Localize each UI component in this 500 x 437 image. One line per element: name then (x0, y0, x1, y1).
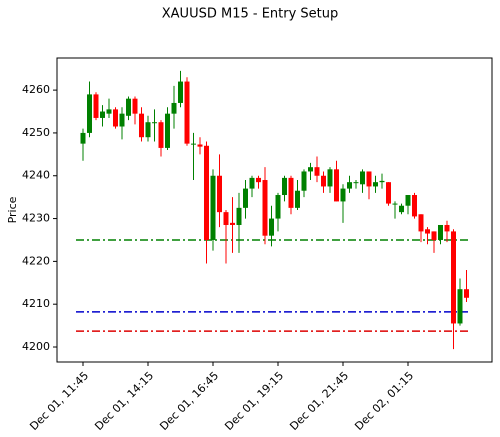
candle-body (340, 188, 346, 202)
chart-title: XAUUSD M15 - Entry Setup (162, 7, 339, 22)
candle-body (236, 207, 242, 225)
candle-body (165, 113, 170, 148)
candle-body (171, 102, 177, 114)
x-tick-label: Dec 02, 01:15 (352, 369, 416, 433)
candle-body (308, 167, 313, 172)
candle-body (327, 169, 333, 187)
y-axis-label: Price (6, 196, 19, 223)
candle-body (184, 81, 190, 144)
candle-body (139, 113, 144, 138)
candle-body (210, 175, 216, 240)
y-tick-label: 4260 (22, 83, 50, 96)
candle-body (314, 167, 320, 176)
candle-body (256, 177, 261, 183)
candle-body (87, 94, 92, 133)
candle-body (223, 212, 229, 225)
candle-body (301, 171, 307, 191)
y-tick-label: 4250 (22, 126, 50, 139)
y-tick-label: 4220 (22, 254, 50, 267)
candle-body (347, 182, 352, 189)
x-tick-label: Dec 01, 21:45 (287, 369, 351, 433)
candle-body (321, 175, 326, 187)
candle-body (353, 182, 359, 184)
plot-frame (56, 57, 493, 363)
candle-body (412, 195, 417, 217)
candle-body (282, 177, 287, 196)
candle-body (438, 224, 443, 240)
candle-body (288, 177, 294, 208)
candle-body (451, 231, 456, 324)
candle-body (93, 94, 99, 118)
candle-body (152, 122, 157, 124)
candle-body (158, 122, 164, 148)
candle-body (249, 177, 255, 189)
candle-body (425, 229, 430, 234)
candle-body (431, 231, 437, 240)
x-tick-label: Dec 01, 19:15 (222, 369, 286, 433)
candle-body (178, 81, 183, 103)
candle-body (100, 111, 105, 118)
candle-body (106, 109, 112, 114)
candle-body (262, 180, 268, 236)
candle-body (145, 122, 151, 138)
candle-body (217, 175, 222, 213)
candle-body (243, 188, 248, 208)
x-tick-label: Dec 01, 16:45 (157, 369, 221, 433)
candle-body (418, 214, 424, 232)
candle-body (80, 132, 86, 144)
candle-body (197, 144, 203, 147)
candle-body (126, 98, 131, 116)
y-tick-label: 4240 (22, 169, 50, 182)
candle-body (379, 180, 385, 183)
candle-body (360, 171, 365, 185)
x-tick-label: Dec 01, 14:15 (92, 369, 156, 433)
y-tick-label: 4200 (22, 340, 50, 353)
candle-body (457, 289, 463, 324)
candle-body (132, 98, 138, 114)
candle-body (204, 145, 209, 240)
candle-body (295, 190, 300, 208)
candle-body (113, 109, 118, 127)
candle-body (444, 224, 450, 232)
candle-body (366, 171, 372, 187)
candle-body (386, 182, 391, 204)
x-tick-label: Dec 01, 11:45 (27, 369, 91, 433)
candle-body (334, 169, 339, 202)
candle-body (191, 143, 196, 145)
candle-body (119, 113, 125, 127)
candle-body (230, 222, 235, 225)
candle-body (275, 195, 281, 219)
y-tick-label: 4230 (22, 212, 50, 225)
candle-body (405, 195, 411, 206)
candle-body (399, 205, 404, 213)
candle-body (373, 182, 378, 187)
candle-body (269, 218, 274, 236)
candle-body (464, 289, 469, 298)
y-tick-label: 4210 (22, 297, 50, 310)
candle-body (392, 203, 398, 205)
